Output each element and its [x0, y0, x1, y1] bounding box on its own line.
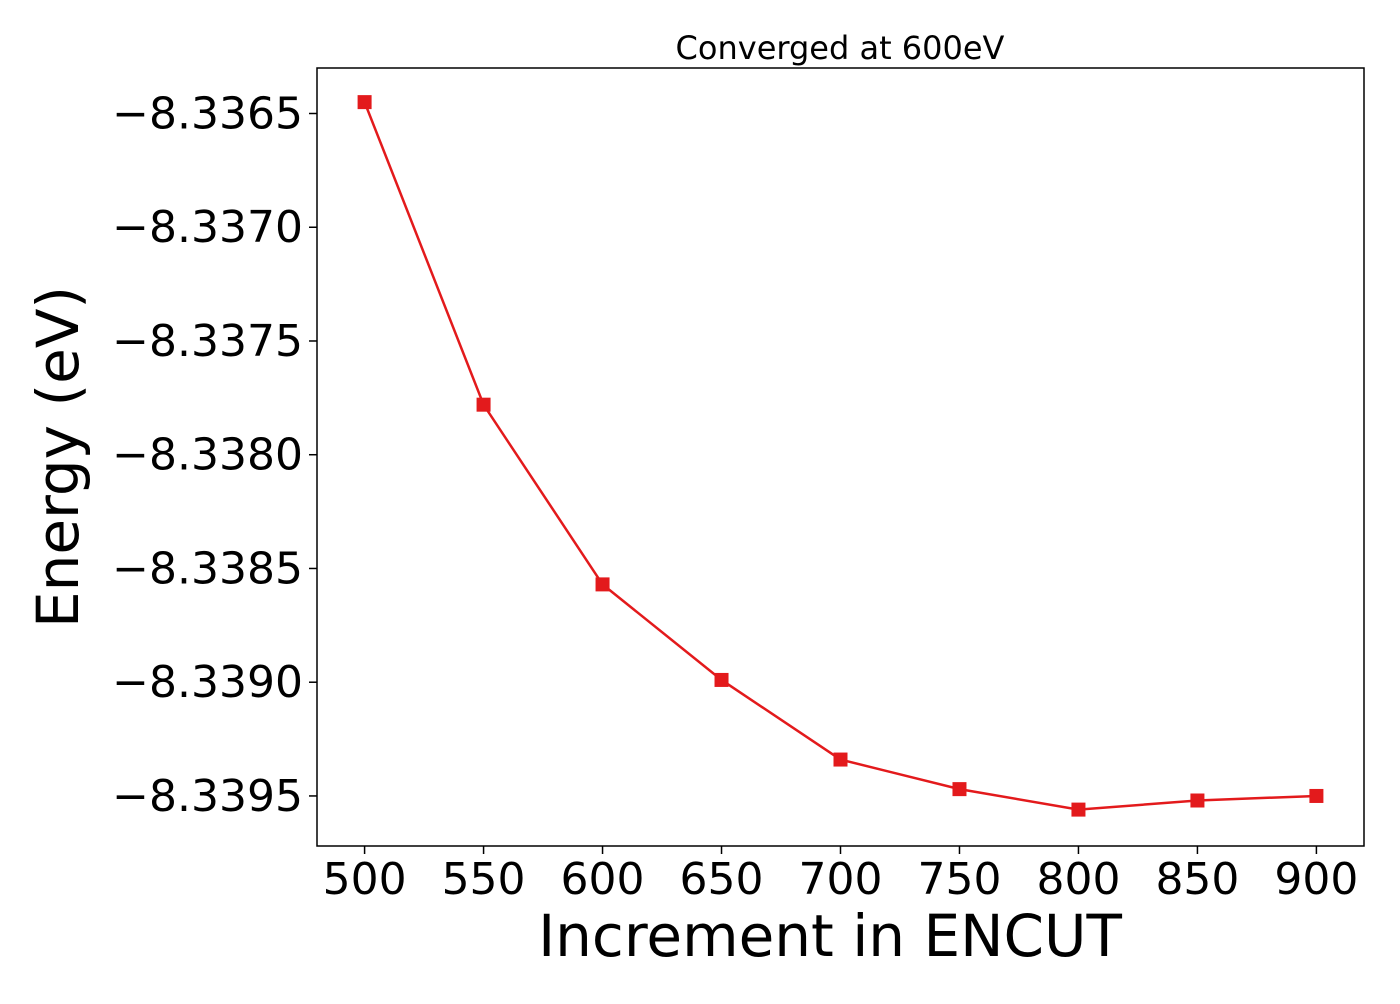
x-tick-label: 650	[680, 854, 764, 905]
x-tick-label: 700	[799, 854, 883, 905]
data-point-marker	[1309, 788, 1324, 803]
x-tick-label: 900	[1274, 854, 1358, 905]
x-tick-label: 850	[1155, 854, 1239, 905]
y-axis-ticks: −8.3365 −8.3370 −8.3375 −8.3380 −8.3385 −8.33…	[112, 88, 317, 822]
x-tick-label: 600	[561, 854, 645, 905]
series-line	[363, 101, 1317, 811]
data-point-marker	[714, 672, 729, 687]
data-point-marker	[833, 752, 848, 767]
plot-area-frame	[316, 67, 1365, 847]
data-point-marker	[595, 577, 610, 592]
y-tick-label: −8.3395	[112, 771, 303, 822]
y-tick-label: −8.3390	[112, 657, 303, 708]
x-tick-label: 750	[917, 854, 1001, 905]
y-tick-label: −8.3375	[112, 316, 303, 367]
y-tick-label: −8.3380	[112, 430, 303, 481]
y-tick-label: −8.3365	[112, 88, 303, 139]
series-layer	[357, 95, 1324, 817]
data-point-marker	[357, 95, 372, 110]
x-tick-label: 550	[442, 854, 526, 905]
x-axis-label: Increment in ENCUT	[538, 902, 1122, 970]
y-axis-label: Energy (eV)	[24, 286, 92, 628]
y-tick-label: −8.3385	[112, 543, 303, 594]
data-point-marker	[476, 397, 491, 412]
y-tick-label: −8.3370	[112, 202, 303, 253]
data-point-marker	[952, 782, 967, 797]
x-axis-ticks: 500 550 600 650 700 750 800 850 900	[323, 846, 1358, 905]
chart-title: Converged at 600eV	[676, 29, 1005, 67]
x-tick-label: 800	[1036, 854, 1120, 905]
x-tick-label: 500	[323, 854, 407, 905]
data-point-marker	[1071, 802, 1086, 817]
data-point-marker	[1190, 793, 1205, 808]
